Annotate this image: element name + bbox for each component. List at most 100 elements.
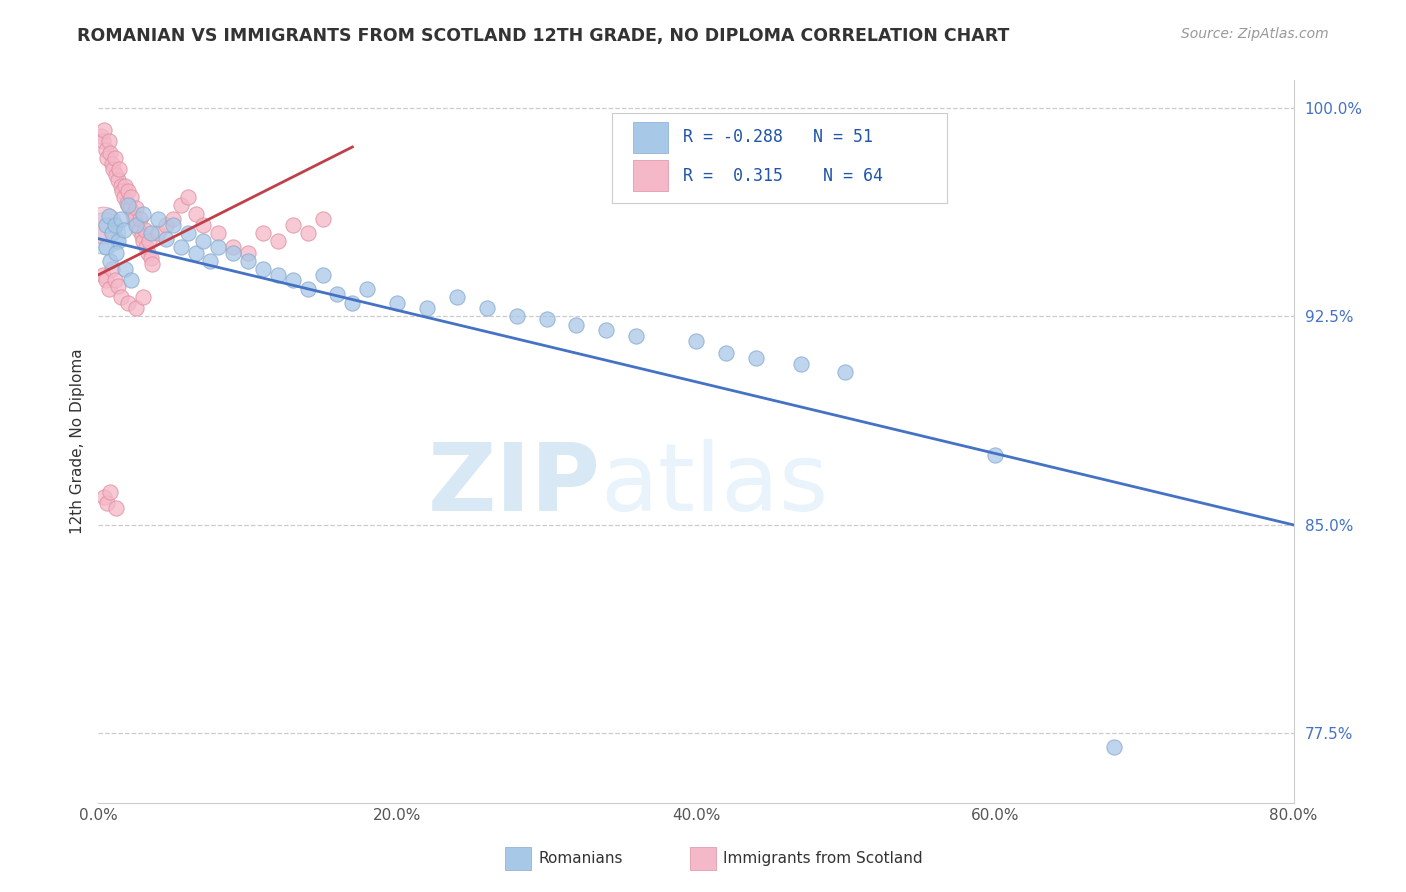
- Point: [162, 218, 184, 232]
- Point: [416, 301, 439, 315]
- Point: [162, 212, 184, 227]
- Point: [112, 223, 135, 237]
- Text: R =  0.315    N = 64: R = 0.315 N = 64: [683, 167, 883, 185]
- Point: [132, 290, 155, 304]
- Point: [98, 484, 122, 499]
- Point: [626, 329, 648, 343]
- Point: [97, 210, 120, 224]
- Point: [685, 334, 707, 349]
- Point: [132, 235, 155, 249]
- Point: [311, 268, 333, 282]
- Point: [714, 345, 737, 359]
- Point: [222, 240, 245, 254]
- Point: [191, 235, 214, 249]
- Point: [565, 318, 588, 332]
- Point: [169, 198, 191, 212]
- Point: [101, 262, 124, 277]
- Point: [207, 240, 229, 254]
- Point: [104, 218, 127, 232]
- Point: [138, 235, 160, 249]
- Point: [207, 226, 229, 240]
- Point: [125, 201, 148, 215]
- Text: Source: ZipAtlas.com: Source: ZipAtlas.com: [1181, 27, 1329, 41]
- Point: [311, 212, 333, 227]
- Point: [91, 268, 114, 282]
- Point: [114, 178, 136, 193]
- Point: [281, 273, 304, 287]
- Point: [184, 207, 207, 221]
- Point: [356, 282, 378, 296]
- Point: [117, 295, 139, 310]
- Point: [155, 232, 177, 246]
- Point: [134, 223, 156, 237]
- Point: [177, 190, 200, 204]
- Point: [115, 195, 138, 210]
- Text: Immigrants from Scotland: Immigrants from Scotland: [724, 851, 924, 866]
- Point: [475, 301, 498, 315]
- Point: [536, 312, 558, 326]
- Text: atlas: atlas: [600, 439, 828, 531]
- Point: [155, 218, 177, 232]
- Point: [111, 185, 134, 199]
- Point: [93, 490, 115, 504]
- Point: [506, 310, 529, 324]
- Point: [252, 262, 274, 277]
- Point: [117, 198, 139, 212]
- Point: [177, 226, 200, 240]
- Point: [139, 251, 162, 265]
- Point: [105, 168, 128, 182]
- Point: [191, 218, 214, 232]
- Point: [91, 135, 114, 149]
- Point: [108, 162, 131, 177]
- Point: [104, 273, 127, 287]
- Point: [96, 496, 118, 510]
- Point: [131, 228, 153, 243]
- Point: [105, 245, 128, 260]
- Point: [93, 226, 115, 240]
- Point: [984, 449, 1007, 463]
- Point: [117, 185, 139, 199]
- Point: [125, 218, 148, 232]
- Point: [94, 240, 117, 254]
- Point: [94, 143, 117, 157]
- Point: [385, 295, 409, 310]
- Point: [184, 245, 207, 260]
- Point: [98, 253, 122, 268]
- Point: [200, 253, 222, 268]
- Point: [446, 290, 468, 304]
- Point: [342, 295, 364, 310]
- Point: [148, 212, 170, 227]
- Point: [139, 226, 162, 240]
- Point: [132, 207, 155, 221]
- Point: [107, 173, 129, 187]
- Point: [118, 201, 141, 215]
- Bar: [633, 122, 668, 153]
- FancyBboxPatch shape: [613, 112, 948, 203]
- Point: [267, 235, 290, 249]
- Text: ZIP: ZIP: [427, 439, 600, 531]
- Point: [1104, 740, 1126, 755]
- Y-axis label: 12th Grade, No Diploma: 12th Grade, No Diploma: [69, 349, 84, 534]
- Point: [97, 135, 120, 149]
- Point: [745, 351, 768, 366]
- Point: [97, 282, 120, 296]
- Point: [121, 207, 143, 221]
- Point: [90, 128, 112, 143]
- Point: [281, 218, 304, 232]
- Point: [297, 226, 319, 240]
- Point: [94, 273, 117, 287]
- Point: [789, 357, 811, 371]
- Bar: [633, 161, 668, 191]
- Point: [96, 151, 118, 165]
- Point: [297, 282, 319, 296]
- Point: [127, 218, 149, 232]
- Point: [252, 226, 274, 240]
- Point: [94, 218, 117, 232]
- Point: [236, 253, 259, 268]
- Bar: [690, 847, 716, 870]
- Point: [136, 245, 159, 260]
- Point: [114, 262, 136, 277]
- Point: [110, 212, 132, 227]
- Point: [101, 156, 124, 170]
- Point: [103, 162, 125, 177]
